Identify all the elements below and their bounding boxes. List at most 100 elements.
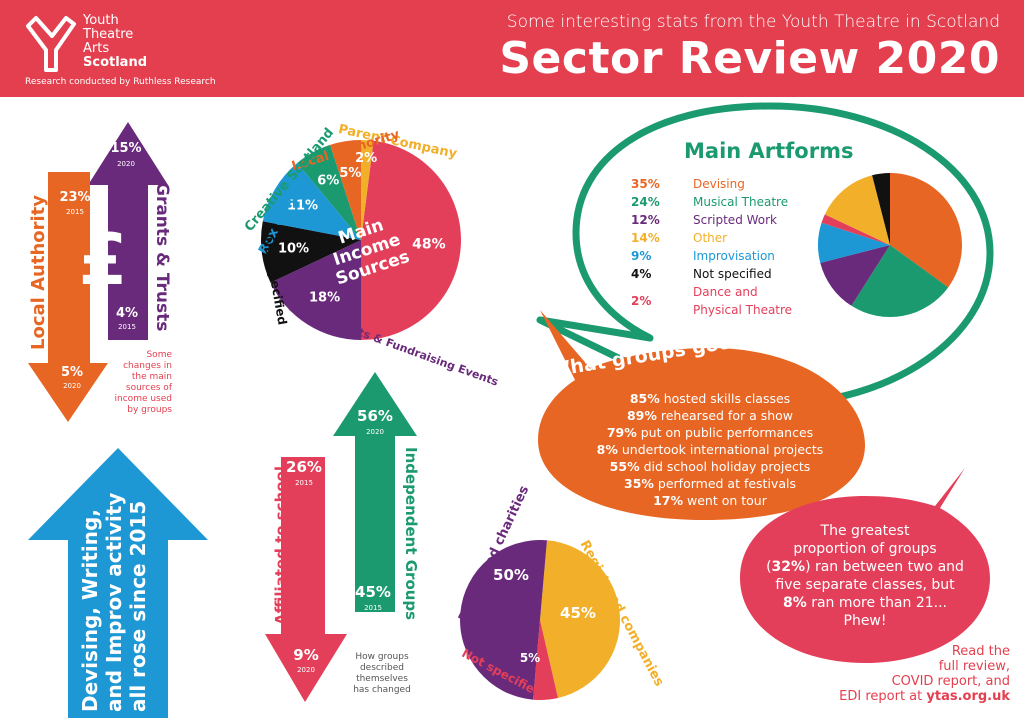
fees-slice-label: 48% <box>412 236 446 252</box>
la-2020-value: 5% <box>60 365 84 380</box>
research-credit: Research conducted by Ruthless Research <box>25 77 216 87</box>
independent-arrow <box>333 372 417 612</box>
musical-theatre-slice <box>851 245 949 317</box>
fees-slice <box>361 140 462 340</box>
not-specified-slice-label: 10% <box>278 242 309 257</box>
income-pie-chart: 48% 18% 10% 11% 6%5%2% <box>261 140 462 340</box>
artform-percent: 35% <box>631 177 660 191</box>
la-2020-year: 2020 <box>63 382 81 390</box>
devising-arrow-text: Devising, Writing, and Improv activity a… <box>78 492 150 712</box>
charities-slice <box>460 540 547 700</box>
independent-2020-year: 2020 <box>366 428 384 436</box>
grants-2020-value: 15% <box>110 141 142 156</box>
ytas-logo-icon <box>26 16 76 72</box>
grants-2015-value: 4% <box>115 306 139 321</box>
box-office-slice <box>262 162 361 240</box>
dance-slice <box>821 214 890 245</box>
creative-scotland-slice-label: 6% <box>317 173 339 188</box>
logo-wordmark: Youth Theatre Arts Scotland <box>83 14 147 70</box>
artform-label: Dance and Physical Theatre <box>693 285 793 317</box>
groups-list-item: 55% did school holiday projects <box>609 459 811 474</box>
charities-value: 50% <box>493 566 529 584</box>
grants-2015-year: 2015 <box>118 323 136 331</box>
creative-scotland-slice <box>297 144 361 240</box>
header-banner <box>0 0 1024 97</box>
devising-slice <box>890 173 962 288</box>
affiliated-2020-year: 2020 <box>297 666 315 674</box>
greatest-text: The greatest proportion of groups (32%) … <box>766 523 964 629</box>
other-slice <box>824 175 890 245</box>
artform-row: 4% Not specified <box>631 267 792 285</box>
artforms-pie-chart <box>818 173 962 317</box>
logo-line: Youth <box>83 13 119 28</box>
income-arrows-graphic <box>28 122 168 422</box>
devising-arrow-graphic <box>28 448 208 718</box>
grants-trusts-label: Grants & Trusts <box>152 182 172 332</box>
artform-percent: 14% <box>631 231 660 245</box>
income-note: Some changes in the main sources of inco… <box>114 350 172 415</box>
groups-list: 85% hosted skills classes 89% rehearsed f… <box>545 390 875 509</box>
page-title: Sector Review 2020 <box>499 33 1000 84</box>
not-specified-charity-slice <box>533 620 558 700</box>
not-specified-art-slice <box>872 173 890 245</box>
charity-pie-chart <box>460 540 620 700</box>
independent-2020-value: 56% <box>357 407 393 425</box>
groups-list-item: 79% put on public performances <box>606 425 814 440</box>
local-authority-slice-label: 5% <box>339 166 361 181</box>
greatest-speech-bubble <box>740 468 990 663</box>
artform-label: Not specified <box>693 267 772 281</box>
grants-slice <box>270 240 361 340</box>
grants-slice-label: 18% <box>309 290 340 305</box>
affiliated-arrow <box>265 457 347 702</box>
parent-company-slice <box>361 140 374 240</box>
artforms-title: Main Artforms <box>684 139 854 163</box>
groups-speech-bubble <box>538 310 865 520</box>
scripted-work-slice <box>820 245 890 306</box>
groups-list-item: 8% undertook international projects <box>596 442 824 457</box>
box-office-slice-label: 11% <box>287 198 318 213</box>
independent-2015-year: 2015 <box>364 604 382 612</box>
logo-line: Arts <box>83 41 110 56</box>
grants-2020-year: 2020 <box>117 160 135 168</box>
header-subtitle: Some interesting stats from the Youth Th… <box>506 12 1000 32</box>
groups-list-item: 35% performed at festivals <box>624 476 796 491</box>
logo-line: Theatre <box>83 27 134 42</box>
school-note: How groups described themselves has chan… <box>353 652 411 695</box>
artform-row: 24% Musical Theatre <box>631 195 792 213</box>
artform-row: 12% Scripted Work <box>631 213 792 231</box>
improvisation-slice <box>818 222 890 263</box>
ytas-link[interactable]: ytas.org.uk <box>926 689 1010 704</box>
affiliated-2015-year: 2015 <box>295 479 313 487</box>
artform-label: Other <box>693 231 728 245</box>
footer-read-more: Read the full review, COVID report, and … <box>839 644 1010 704</box>
artform-label: Musical Theatre <box>693 195 789 209</box>
artform-percent: 2% <box>631 294 652 308</box>
artform-row: 2% Dance and Physical Theatre <box>631 285 792 321</box>
artform-percent: 9% <box>631 249 652 263</box>
la-2015-year: 2015 <box>66 208 84 216</box>
artform-row: 35% Devising <box>631 177 792 195</box>
school-arrows-graphic <box>265 372 417 702</box>
pound-icon: £ <box>78 219 128 301</box>
groups-list-item: 17% went on tour <box>653 493 767 508</box>
groups-list-item: 89% rehearsed for a show <box>626 408 794 423</box>
parent-company-slice-label: 2% <box>355 151 377 166</box>
artform-label: Scripted Work <box>693 213 778 227</box>
artform-row: 9% Improvisation <box>631 249 792 267</box>
companies-value: 45% <box>560 604 596 622</box>
artform-label: Improvisation <box>693 249 775 263</box>
la-2015-value: 23% <box>59 190 91 205</box>
affiliated-2015-value: 26% <box>286 458 322 476</box>
artform-label: Devising <box>693 177 745 191</box>
independent-2015-value: 45% <box>355 583 391 601</box>
artform-row: 14% Other <box>631 231 792 249</box>
artform-percent: 4% <box>631 267 652 281</box>
local-authority-label: Local Authority <box>28 194 49 350</box>
local-authority-slice <box>330 140 361 240</box>
companies-slice <box>540 540 620 698</box>
independent-label: Independent Groups <box>402 447 420 621</box>
grants-arrow <box>88 122 168 340</box>
local-authority-arrow <box>28 172 108 422</box>
groups-list-item: 85% hosted skills classes <box>629 391 791 406</box>
artform-percent: 24% <box>631 195 660 209</box>
